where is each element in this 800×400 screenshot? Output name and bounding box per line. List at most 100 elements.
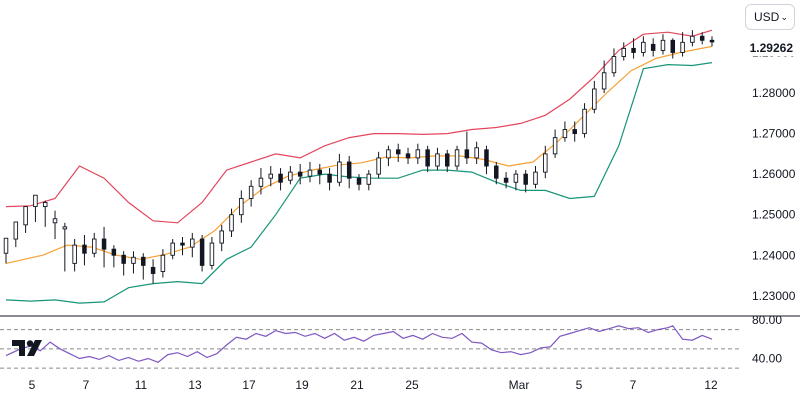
candle[interactable] xyxy=(572,121,577,142)
candle[interactable] xyxy=(435,147,440,171)
candle[interactable] xyxy=(239,190,244,223)
candle[interactable] xyxy=(474,141,479,164)
candle-body-up xyxy=(42,202,48,208)
candle[interactable] xyxy=(611,48,617,77)
candle[interactable] xyxy=(650,38,656,57)
candle[interactable] xyxy=(680,32,685,57)
candle[interactable] xyxy=(523,170,528,193)
candle[interactable] xyxy=(337,153,342,187)
candle[interactable] xyxy=(552,129,558,158)
candle[interactable] xyxy=(641,36,646,57)
candle-body-down xyxy=(150,266,156,274)
candle-body-down xyxy=(199,238,205,266)
candle[interactable] xyxy=(670,38,676,59)
candle[interactable] xyxy=(278,168,283,191)
price-pane[interactable]: 1.23000 1.24000 1.25000 1.26000 1.27000 1.280… xyxy=(3,29,796,304)
candle[interactable] xyxy=(170,239,175,260)
candle-body-up xyxy=(72,244,77,264)
candle-body-up xyxy=(229,214,234,232)
candle[interactable] xyxy=(533,166,538,189)
candle[interactable] xyxy=(72,239,77,272)
candle[interactable] xyxy=(601,60,607,94)
candle-body-down xyxy=(121,254,126,264)
tradingview-logo-icon[interactable] xyxy=(12,340,44,360)
oscillator-pane[interactable]: 80.00 40.00 xyxy=(0,313,782,369)
candle[interactable] xyxy=(131,251,136,274)
candle[interactable] xyxy=(62,222,68,272)
candle-body-up xyxy=(209,242,215,266)
candle[interactable] xyxy=(592,80,597,114)
candle[interactable] xyxy=(91,232,97,258)
candle-body-up xyxy=(52,218,58,224)
time-tick-label: 21 xyxy=(350,378,364,392)
candle[interactable] xyxy=(248,180,254,207)
candle[interactable] xyxy=(327,168,332,191)
currency-selector[interactable]: USD ⌄ xyxy=(745,4,795,30)
candle[interactable] xyxy=(690,30,695,47)
candle-body-up xyxy=(543,153,548,173)
candle[interactable] xyxy=(425,145,430,173)
candle[interactable] xyxy=(386,145,391,167)
candle[interactable] xyxy=(454,145,460,171)
candle-body-down xyxy=(297,171,303,177)
time-tick-label: Mar xyxy=(509,378,530,392)
candle-body-up xyxy=(611,56,617,74)
candle[interactable] xyxy=(503,172,509,189)
candle[interactable] xyxy=(582,103,587,138)
candle[interactable] xyxy=(13,221,19,248)
candle[interactable] xyxy=(297,164,303,185)
candle[interactable] xyxy=(199,234,205,272)
candle[interactable] xyxy=(101,226,107,268)
candle[interactable] xyxy=(229,208,234,237)
candle[interactable] xyxy=(52,210,58,240)
candle[interactable] xyxy=(33,194,38,222)
candle[interactable] xyxy=(111,245,117,268)
candle[interactable] xyxy=(150,259,156,284)
candle[interactable] xyxy=(3,237,9,264)
candle[interactable] xyxy=(709,36,715,47)
candle[interactable] xyxy=(699,32,705,45)
candle[interactable] xyxy=(513,170,519,191)
candle[interactable] xyxy=(23,206,28,233)
candle[interactable] xyxy=(288,166,293,185)
candle[interactable] xyxy=(190,232,195,258)
candle[interactable] xyxy=(209,237,215,270)
candle[interactable] xyxy=(543,145,548,179)
candle[interactable] xyxy=(121,251,126,276)
time-tick-label: 12 xyxy=(704,378,718,392)
candle[interactable] xyxy=(317,164,323,185)
price-tick-label: 1.25000 xyxy=(752,208,796,222)
candle-body-up xyxy=(268,173,274,179)
candle[interactable] xyxy=(445,149,450,173)
candle-body-down xyxy=(180,242,185,246)
candle[interactable] xyxy=(219,224,224,252)
candle[interactable] xyxy=(395,143,401,162)
candle[interactable] xyxy=(631,38,636,59)
candle[interactable] xyxy=(82,234,87,266)
candle[interactable] xyxy=(494,161,499,185)
candle-body-up xyxy=(307,169,313,177)
candle[interactable] xyxy=(562,121,568,142)
candle[interactable] xyxy=(484,145,489,175)
candle[interactable] xyxy=(356,174,362,191)
candle-body-down xyxy=(317,169,323,175)
candle-body-down xyxy=(572,129,577,135)
candle[interactable] xyxy=(346,155,352,189)
candle[interactable] xyxy=(141,253,146,280)
candle[interactable] xyxy=(180,237,185,256)
candle[interactable] xyxy=(621,42,627,61)
candle[interactable] xyxy=(405,147,411,164)
candle[interactable] xyxy=(160,249,166,278)
candle[interactable] xyxy=(42,200,48,227)
candle[interactable] xyxy=(376,151,381,179)
candle[interactable] xyxy=(415,143,421,164)
candle[interactable] xyxy=(268,166,274,187)
candle[interactable] xyxy=(258,168,264,195)
candle[interactable] xyxy=(366,170,372,191)
time-tick-label: 7 xyxy=(630,378,637,392)
candle[interactable] xyxy=(464,131,470,164)
candle[interactable] xyxy=(660,34,666,55)
candle[interactable] xyxy=(307,161,313,183)
oscillator-tick-label: 80.00 xyxy=(752,313,782,327)
